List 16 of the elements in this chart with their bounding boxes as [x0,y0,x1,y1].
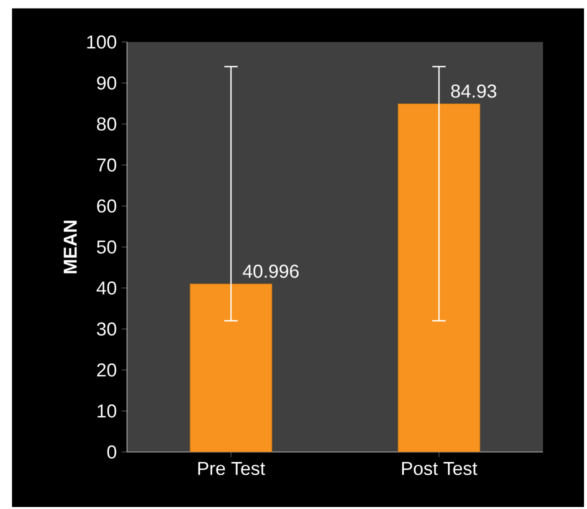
y-tick-label: 80 [97,117,116,131]
y-tick-label: 20 [97,363,116,377]
y-tick-label: 60 [97,199,116,213]
y-tick-label: 90 [97,76,116,90]
y-tick-label: 40 [96,281,116,295]
data-label: 84.93 [451,84,496,98]
y-axis-title: MEAN [64,220,77,274]
y-tick-label: 10 [98,404,116,418]
y-tick-label: 30 [96,322,116,336]
y-tick-label: 0 [107,445,116,459]
x-tick-label: Pre Test [198,462,266,476]
y-tick-label: 70 [97,158,116,172]
x-tick-label: Post Test [402,462,478,476]
y-tick-label: 50 [96,240,116,254]
data-label: 40.996 [242,264,299,278]
y-tick-label: 100 [87,35,116,49]
